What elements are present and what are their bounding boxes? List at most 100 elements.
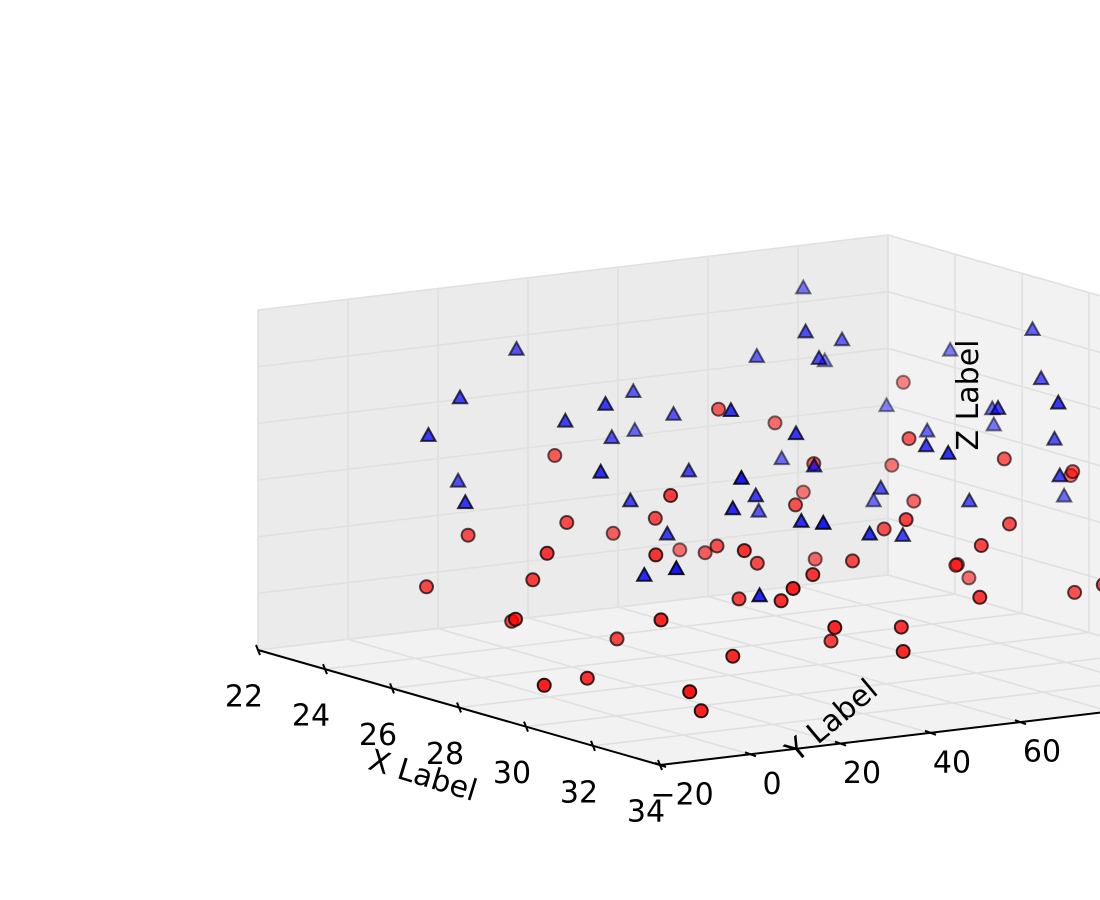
x-tick-label: 24 [292,699,330,734]
data-point-circle [460,527,476,543]
data-point-triangle [749,501,768,518]
data-point-circle [795,484,811,500]
data-point-circle [972,589,988,605]
data-point-triangle [893,526,912,542]
gridline-z-left [257,460,889,538]
data-point-triangle [989,399,1007,415]
data-point-circle [906,493,922,509]
gridline-x-floor [458,631,1090,709]
data-point-circle [996,451,1012,467]
data-point-circle [876,521,892,537]
gridline-x-floor [324,593,956,670]
data-point-triangle [864,491,883,508]
gridline-z-back [887,460,1100,524]
tick-labels: 22242628303234−200204060801001200−10−20−… [225,680,1061,830]
y-tick-label: 60 [1023,735,1061,770]
data-point-triangle [1050,466,1069,483]
data-point-triangle [419,426,438,442]
data-point-circle [788,497,803,513]
data-point-circle [547,448,563,463]
data-point-triangle [625,421,644,437]
data-point-triangle [918,421,936,438]
axis-lines [255,644,1100,771]
data-point-circle [948,557,964,573]
data-point-circle [609,631,625,647]
y-tick-label: 20 [843,756,881,791]
data-point-circle [725,648,741,664]
data-point-triangle [917,436,936,453]
data-point-circle [559,515,575,530]
gridline-z-left [257,290,889,368]
x-tick-label: 26 [359,718,397,753]
y-tick [1014,719,1027,726]
data-point-triangle [860,524,879,541]
y-tick [834,740,847,747]
gridline-y-floor [617,606,1021,723]
x-tick-label: 34 [627,795,665,830]
data-point-triangle [747,486,765,503]
data-point-triangle [772,449,791,466]
data-point-circle [901,431,917,447]
gridline-z-back [887,404,1100,467]
data-point-triangle [794,278,813,295]
y-tick [924,729,937,736]
gridline-x-floor [525,657,1100,728]
data-point-circle [1065,464,1081,480]
gridline-z-back [887,347,1100,410]
data-point-circle [536,677,552,693]
data-point-circle [525,572,541,588]
data-point-circle [508,611,523,627]
data-point-circle [845,553,860,569]
y-axis-line [659,711,1100,766]
data-point-circle [605,525,621,541]
gridline-z-back [887,517,1100,580]
data-point-triangle [596,394,615,411]
data-point-triangle [871,478,890,495]
data-point-circle [805,567,821,583]
y-tick-label: 0 [762,767,781,802]
data-point-triangle [724,499,742,516]
data-point-circle [539,545,555,561]
data-point-circle [961,570,977,586]
gridline-z-back [887,574,1100,637]
data-point-circle [895,644,911,659]
gridline-y-floor [797,584,1100,673]
data-point-triangle [451,388,469,405]
gridline-z-left [257,347,889,425]
data-point-circle [736,543,752,559]
data-point-triangle [877,396,896,413]
data-markers [419,278,1100,719]
x-tick [590,740,596,752]
data-point-circle [648,547,664,563]
data-point-triangle [939,443,957,460]
x-tick-label: 22 [225,680,263,715]
data-point-triangle [664,405,683,421]
data-point-triangle [732,469,751,485]
data-point-triangle [748,347,766,363]
data-point-triangle [621,491,640,508]
data-point-circle [672,542,688,558]
data-point-circle [419,579,434,595]
data-point-circle [647,510,663,526]
x-tick [322,663,328,675]
data-point-circle [893,619,909,635]
gridline-z-left [257,404,889,481]
data-point-triangle [556,411,575,428]
data-point-triangle [507,339,526,356]
data-point-triangle [658,524,677,541]
data-point-triangle [1055,486,1073,503]
data-point-triangle [1032,369,1050,386]
data-point-triangle [1023,320,1042,336]
data-point-triangle [814,513,833,530]
z-axis-label: Z Label [951,339,986,450]
x-tick [523,721,529,733]
gridline-y-floor [347,638,751,756]
data-point-circle [697,545,713,561]
data-point-triangle [810,349,828,365]
data-point-circle [1095,578,1100,592]
data-point-triangle [722,401,740,417]
gridline-y-floor [527,617,931,734]
x-tick-label: 28 [426,737,464,772]
data-point-circle [827,620,843,635]
